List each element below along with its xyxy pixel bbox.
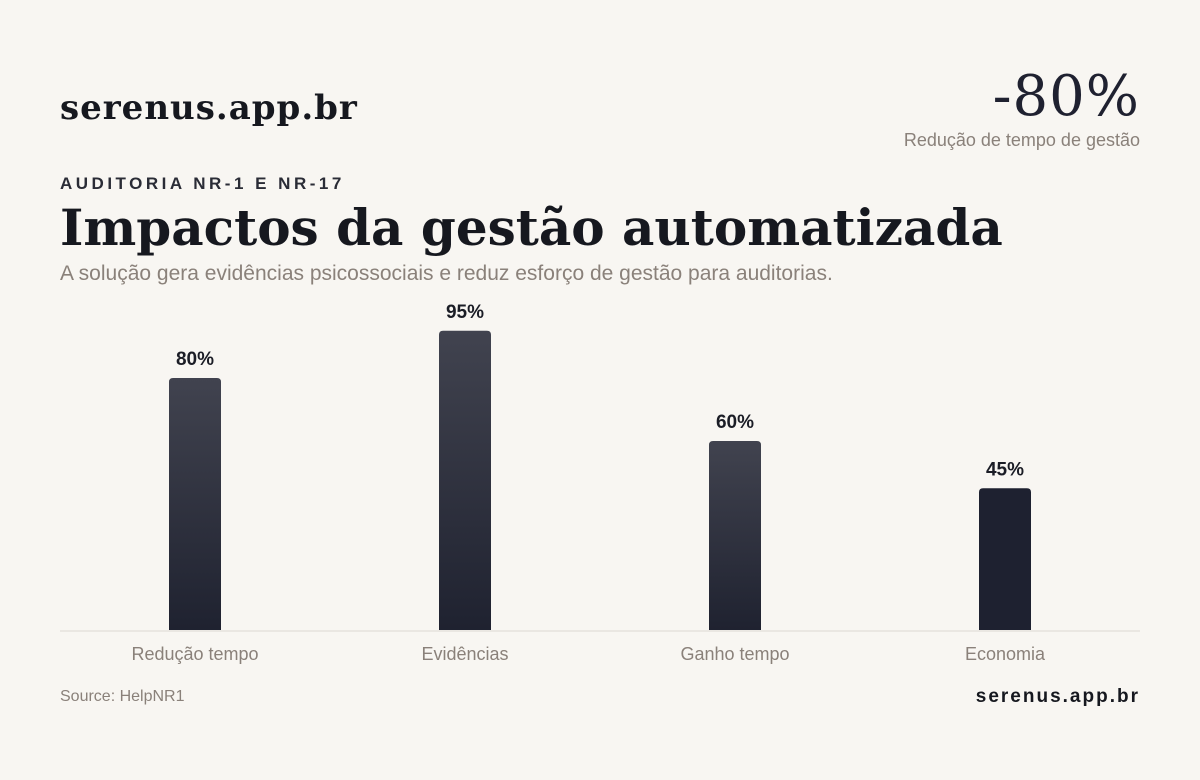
bar-0 (169, 378, 221, 630)
bar-2 (709, 441, 761, 630)
bar-1 (439, 330, 491, 630)
kpi-callout: -80% Redução de tempo de gestão (904, 66, 1140, 151)
category-label-1: Evidências (421, 644, 508, 664)
bar-value-label-2: 60% (716, 412, 754, 433)
category-label-3: Economia (965, 644, 1046, 664)
brand-logo-text: serenus.app.br (60, 88, 358, 128)
kpi-value: -80% (992, 64, 1140, 129)
kpi-label: Redução de tempo de gestão (903, 130, 1140, 150)
bar-value-label-3: 45% (986, 459, 1024, 480)
source-note: Source: HelpNR1 (60, 688, 185, 705)
bar-value-label-1: 95% (446, 302, 484, 323)
eyebrow-label: AUDITORIA NR-1 E NR-17 (60, 174, 345, 193)
footer-brand: serenus.app.br (975, 686, 1140, 707)
bar-3 (979, 488, 1031, 630)
category-label-2: Ganho tempo (680, 644, 789, 664)
chart-subtitle: A solução gera evidências psicossociais … (60, 262, 833, 285)
chart-title: Impactos da gestão automatizada (60, 198, 1003, 257)
bar-value-label-0: 80% (176, 349, 214, 370)
category-label-0: Redução tempo (131, 644, 258, 664)
